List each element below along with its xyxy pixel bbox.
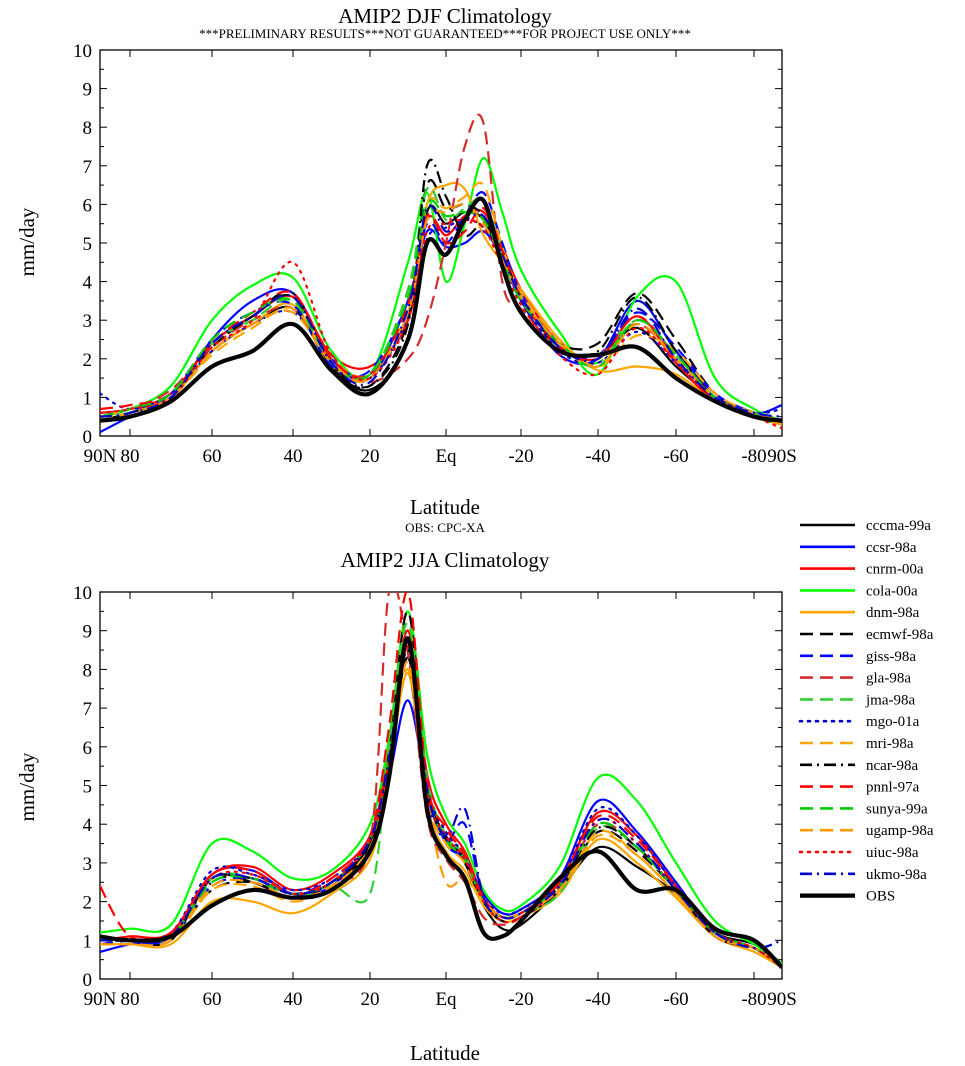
jja-y-tick-label: 9 — [83, 622, 93, 643]
jja-series-pnnl-97a — [100, 592, 782, 969]
jja-y-tick-label: 0 — [83, 970, 93, 991]
legend-label-ncar-98a: ncar-98a — [866, 758, 919, 774]
jja-x-tick-label: 90N — [84, 989, 117, 1010]
djf-y-tick-label: 4 — [83, 273, 93, 294]
djf-series-cola-00a — [100, 157, 782, 422]
djf-y-tick-label: 10 — [73, 41, 92, 62]
djf-series-sunya-99a — [100, 199, 782, 426]
djf-series-uiuc-98a — [100, 218, 782, 430]
djf-series-mgo-01a — [100, 218, 782, 415]
djf-x-tick-label: 90N — [84, 446, 117, 467]
legend-label-mgo-01a: mgo-01a — [866, 714, 920, 730]
legend-label-obs: OBS — [866, 889, 895, 905]
jja-y-tick-label: 8 — [83, 660, 93, 681]
djf-y-tick-label: 0 — [83, 427, 93, 448]
jja-series-dnm-98a — [100, 672, 782, 969]
djf-x-tick-label: 80 — [121, 446, 140, 467]
legend-label-ccsr-98a: ccsr-98a — [866, 540, 917, 556]
djf-series-ukmo-98a — [100, 204, 782, 418]
djf-series-obs — [100, 196, 782, 423]
legend-label-pnnl-97a: pnnl-97a — [866, 780, 920, 796]
djf-x-tick-label: Eq — [435, 446, 457, 467]
jja-series-cnrm-00a — [100, 629, 782, 969]
djf-x-tick-label: -40 — [585, 446, 610, 467]
djf-y-tick-label: 6 — [83, 195, 93, 216]
legend-label-cnrm-00a: cnrm-00a — [866, 562, 924, 578]
djf-x-axis-label: Latitude — [410, 495, 480, 519]
jja-x-tick-label: 20 — [361, 989, 380, 1010]
djf-x-tick-label: -80 — [741, 446, 766, 467]
jja-y-axis-label: mm/day — [15, 752, 39, 821]
djf-y-tick-label: 1 — [83, 388, 93, 409]
djf-plot-area: 0 1 2 3 4 5 6 7 8 9 10 90N 80 60 40 20 Eq -20 -40 -60 -80 90S — [73, 41, 797, 467]
jja-y-tick-label: 10 — [73, 583, 92, 604]
jja-x-tick-label: -60 — [663, 989, 688, 1010]
djf-x-tick-label: 20 — [361, 446, 380, 467]
djf-x-tick-label: -60 — [663, 446, 688, 467]
jja-plot-area: 0 1 2 3 4 5 6 7 8 9 10 90N 80 60 40 20 Eq -20 -40 -60 -80 90S — [73, 583, 797, 1010]
jja-y-tick-label: 4 — [83, 815, 93, 836]
legend-label-dnm-98a: dnm-98a — [866, 605, 920, 621]
djf-title: AMIP2 DJF Climatology — [338, 4, 552, 28]
legend-label-ecmwf-98a: ecmwf-98a — [866, 627, 934, 643]
legend-label-cola-00a: cola-00a — [866, 583, 918, 599]
jja-y-tick-label: 3 — [83, 854, 93, 875]
djf-x-tick-label: -20 — [508, 446, 533, 467]
jja-x-tick-label: -80 — [741, 989, 766, 1010]
legend-label-uiuc-98a: uiuc-98a — [866, 845, 919, 861]
djf-y-tick-label: 5 — [83, 234, 93, 255]
jja-x-tick-label: -40 — [585, 989, 610, 1010]
jja-series-obs — [100, 636, 782, 969]
jja-title: AMIP2 JJA Climatology — [341, 548, 550, 572]
jja-x-tick-label: 80 — [121, 989, 140, 1010]
djf-series-ugamp-98a — [100, 202, 782, 426]
jja-x-tick-label: 40 — [284, 989, 303, 1010]
djf-y-tick-label: 8 — [83, 118, 93, 139]
legend-label-sunya-99a: sunya-99a — [866, 801, 928, 817]
legend-label-gla-98a: gla-98a — [866, 671, 911, 687]
djf-x-tick-label: 90S — [767, 446, 797, 467]
djf-y-tick-label: 7 — [83, 157, 93, 178]
djf-y-tick-label: 2 — [83, 350, 93, 371]
legend-label-ugamp-98a: ugamp-98a — [866, 823, 934, 839]
jja-y-tick-label: 7 — [83, 699, 93, 720]
legend-label-jma-98a: jma-98a — [865, 692, 915, 708]
jja-x-tick-label: 90S — [767, 989, 797, 1010]
jja-y-tick-label: 5 — [83, 777, 93, 798]
djf-series-pnnl-97a — [100, 207, 782, 426]
djf-x-tick-label: 60 — [203, 446, 222, 467]
djf-x-tick-label: 40 — [284, 446, 303, 467]
jja-y-tick-label: 1 — [83, 931, 93, 952]
djf-y-axis-label: mm/day — [15, 207, 39, 276]
djf-subtitle: ***PRELIMINARY RESULTS***NOT GUARANTEED*… — [199, 26, 691, 41]
jja-y-tick-label: 2 — [83, 893, 93, 914]
legend-label-mri-98a: mri-98a — [866, 736, 914, 752]
djf-y-tick-label: 9 — [83, 80, 93, 101]
jja-x-axis-label: Latitude — [410, 1041, 480, 1065]
legend-label-giss-98a: giss-98a — [866, 649, 916, 665]
djf-series-ncar-98a — [100, 158, 782, 426]
legend-label-ukmo-98a: ukmo-98a — [866, 867, 927, 883]
jja-series-mri-98a — [100, 668, 782, 969]
jja-series-ecmwf-98a — [100, 610, 782, 969]
jja-series-cola-00a — [100, 610, 782, 965]
jja-x-tick-label: 60 — [203, 989, 222, 1010]
jja-x-tick-label: -20 — [508, 989, 533, 1010]
jja-series-sunya-99a — [100, 637, 782, 969]
jja-series-ugamp-98a — [100, 660, 782, 969]
obs-source-note: OBS: CPC-XA — [405, 520, 485, 535]
jja-x-tick-label: Eq — [435, 989, 457, 1010]
jja-y-tick-label: 6 — [83, 738, 93, 759]
jja-series-ukmo-98a — [100, 641, 782, 950]
djf-series-mri-98a — [100, 181, 782, 422]
legend: cccma-99a ccsr-98a cnrm-00a cola-00a dnm-98a… — [798, 518, 934, 905]
djf-y-tick-label: 3 — [83, 311, 93, 332]
legend-label-cccma-99a: cccma-99a — [866, 518, 931, 534]
